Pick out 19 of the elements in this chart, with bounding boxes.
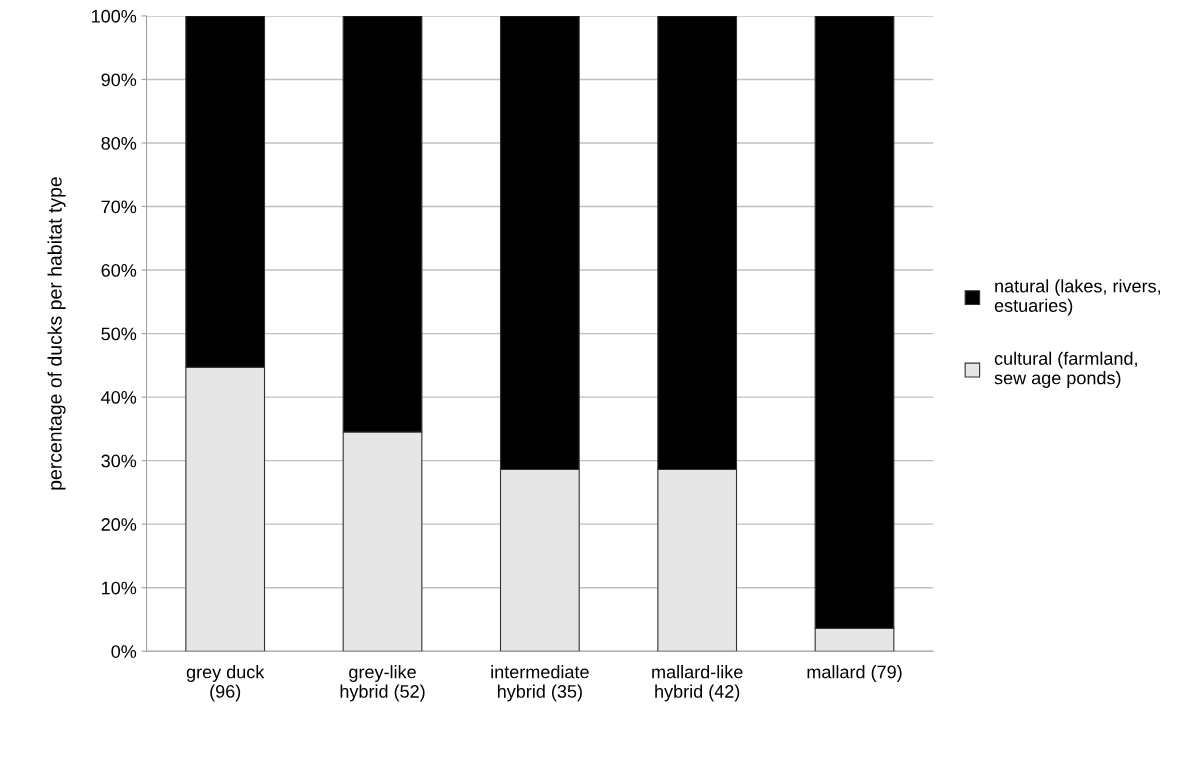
y-tick-label: 70% <box>101 200 137 214</box>
y-tick-label: 50% <box>101 327 137 341</box>
x-tick-label: grey-like hybrid (52) <box>340 665 425 702</box>
legend-label: natural (lakes, rivers, estuaries) <box>994 279 1160 316</box>
y-tick-label: 80% <box>101 136 137 150</box>
y-tick-label: 30% <box>101 454 137 468</box>
y-tick-label: 100% <box>92 9 137 23</box>
y-tick-label: 40% <box>101 391 137 404</box>
y-tick-label: 20% <box>101 518 137 531</box>
x-tick-label: mallard-like hybrid (42) <box>652 665 743 702</box>
y-axis-title: percentage of ducks per habitat type <box>47 177 66 490</box>
x-tick-label: mallard (79) <box>807 665 902 682</box>
y-tick-label: 90% <box>101 73 137 87</box>
legend-label: cultural (farmland, sew age ponds) <box>994 351 1137 388</box>
x-tick-label: intermediate hybrid (35) <box>491 665 589 702</box>
y-tick-label: 60% <box>101 263 137 277</box>
y-tick-label: 10% <box>102 581 137 595</box>
x-tick-label: grey duck (96) <box>186 665 265 702</box>
y-tick-label: 0% <box>111 645 137 658</box>
